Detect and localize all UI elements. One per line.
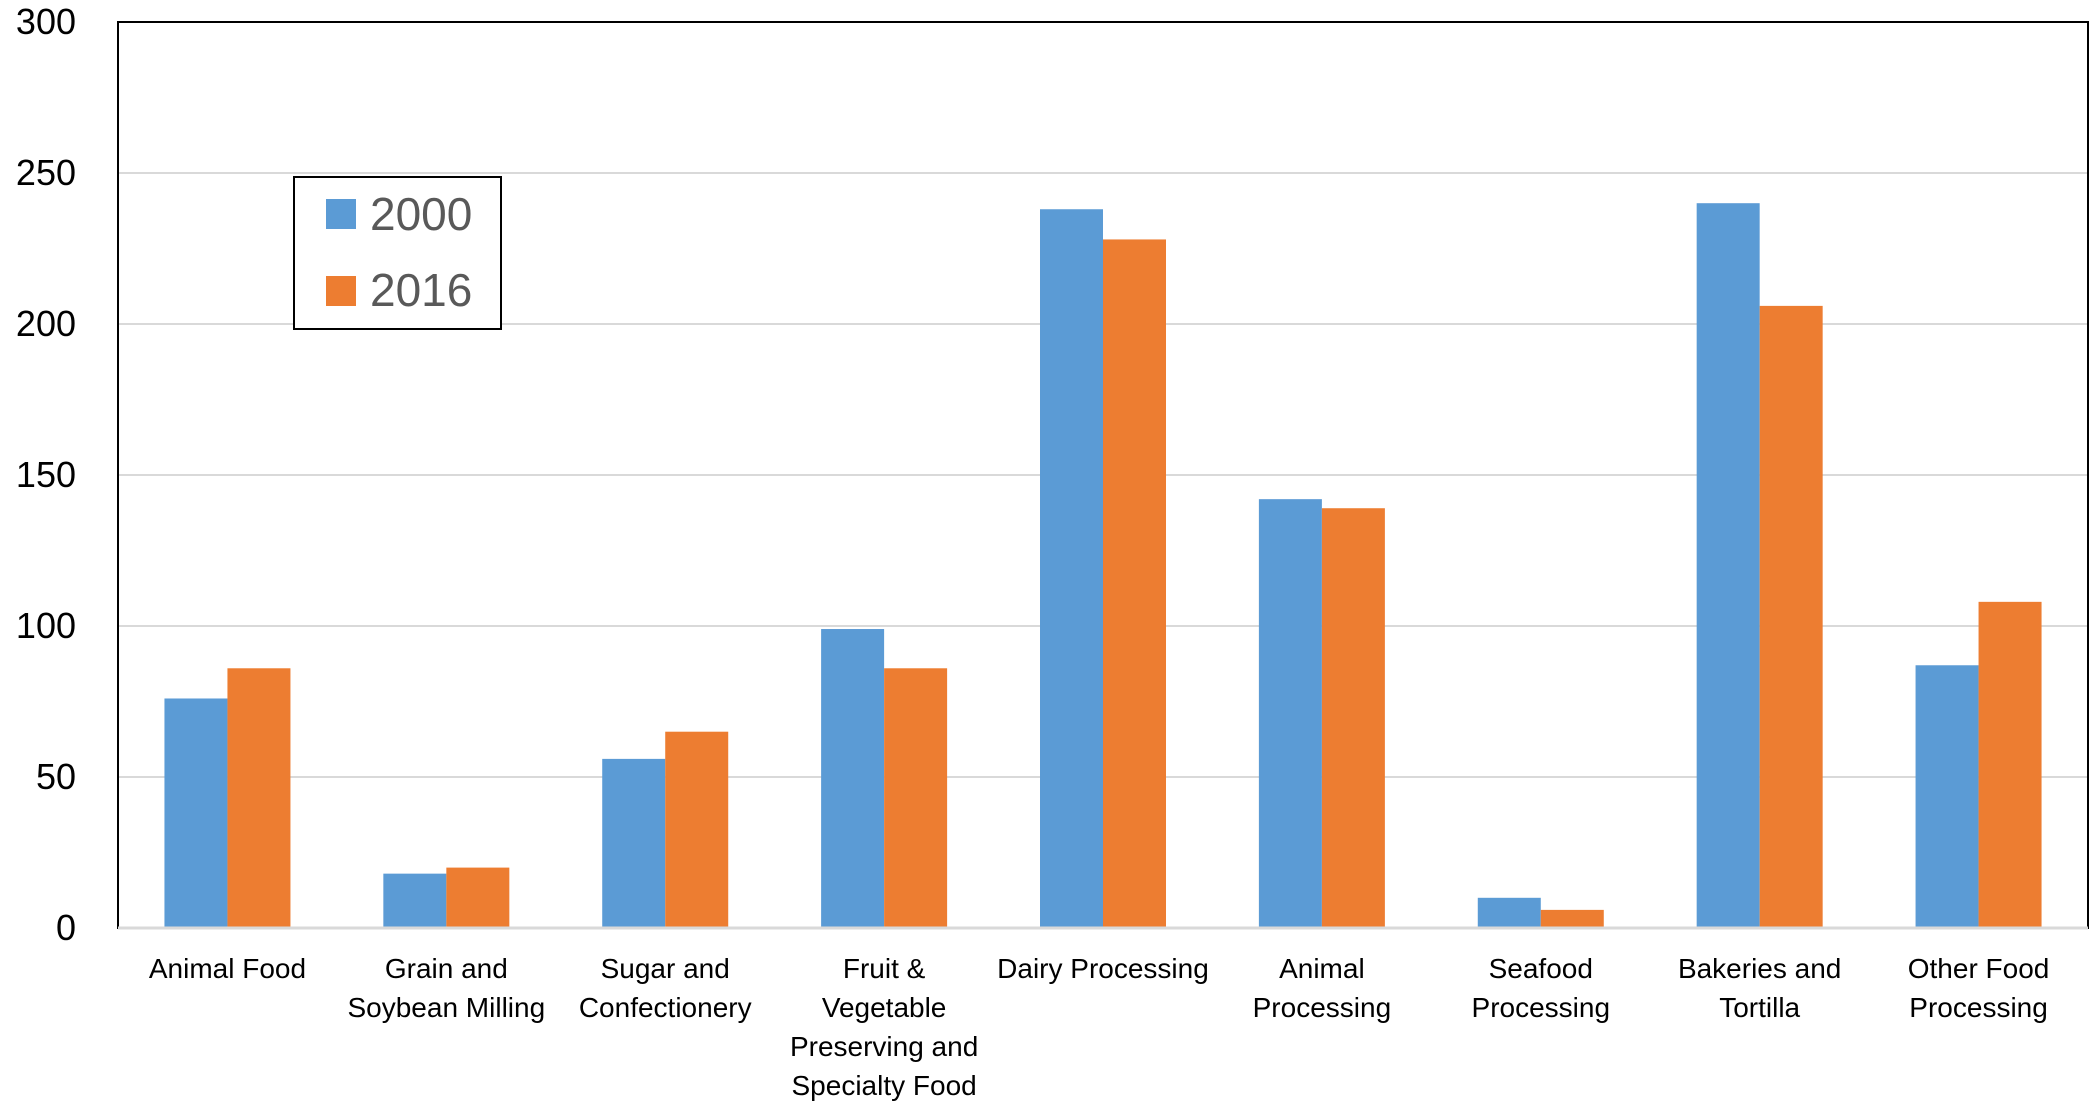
x-tick-label: Specialty Food xyxy=(792,1070,977,1101)
bar-2000 xyxy=(1258,499,1322,928)
bar-2000 xyxy=(1477,897,1541,928)
x-tick-label: Fruit & xyxy=(843,953,926,984)
legend: 2000 2016 xyxy=(293,176,502,330)
y-axis-ticks: 0 50 100 150 200 250 300 xyxy=(16,1,76,948)
x-tick-label: Processing xyxy=(1472,992,1611,1023)
bar-2016 xyxy=(1540,909,1604,928)
y-tick-label: 200 xyxy=(16,303,76,344)
x-axis-ticks: Animal Food Grain and Soybean Milling Sugar… xyxy=(149,953,2050,1101)
y-tick-label: 50 xyxy=(36,756,76,797)
bar-2016 xyxy=(1978,601,2042,928)
x-tick-label: Dairy Processing xyxy=(997,953,1209,984)
x-tick-label: Vegetable xyxy=(822,992,947,1023)
bar-2016 xyxy=(1103,239,1166,928)
bar-2000 xyxy=(164,698,228,928)
bar-2016 xyxy=(1321,508,1385,928)
y-tick-label: 100 xyxy=(16,605,76,646)
legend-label-2016: 2016 xyxy=(370,264,472,316)
bar-2000 xyxy=(1040,209,1103,929)
bar-2000 xyxy=(821,629,885,928)
y-tick-label: 0 xyxy=(56,907,76,948)
bar-2016 xyxy=(227,668,291,928)
x-tick-label: Seafood xyxy=(1489,953,1593,984)
y-tick-label: 300 xyxy=(16,1,76,42)
x-tick-label: Preserving and xyxy=(790,1031,978,1062)
bar-2016 xyxy=(1759,305,1823,928)
bar-2000 xyxy=(1696,203,1760,928)
y-tick-label: 250 xyxy=(16,152,76,193)
x-tick-label: Processing xyxy=(1909,992,2048,1023)
bar-2000 xyxy=(1915,665,1979,928)
x-tick-label: Animal Food xyxy=(149,953,306,984)
legend-swatch-2000 xyxy=(326,199,356,229)
x-tick-label: Bakeries and xyxy=(1678,953,1841,984)
legend-swatch-2016 xyxy=(326,276,356,306)
bar-2016 xyxy=(446,867,510,928)
x-tick-label: Tortilla xyxy=(1719,992,1800,1023)
x-tick-label: Confectionery xyxy=(579,992,752,1023)
x-tick-label: Sugar and xyxy=(601,953,730,984)
y-tick-label: 150 xyxy=(16,454,76,495)
x-tick-label: Processing xyxy=(1253,992,1392,1023)
x-tick-label: Animal xyxy=(1279,953,1365,984)
x-tick-label: Grain and xyxy=(385,953,508,984)
bar-2016 xyxy=(665,731,729,928)
bar-2016 xyxy=(884,668,948,928)
bar-2000 xyxy=(602,758,666,928)
bar-2000 xyxy=(383,873,447,928)
bars xyxy=(164,203,2042,929)
x-tick-label: Other Food xyxy=(1908,953,2050,984)
legend-label-2000: 2000 xyxy=(370,188,472,240)
x-tick-label: Soybean Milling xyxy=(347,992,545,1023)
